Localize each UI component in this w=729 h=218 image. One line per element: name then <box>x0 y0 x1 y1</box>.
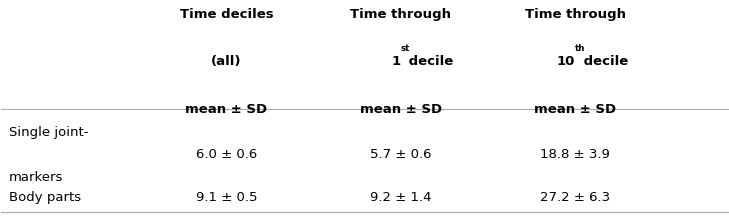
Text: 1: 1 <box>391 55 401 68</box>
Text: 9.2 ± 1.4: 9.2 ± 1.4 <box>370 191 432 204</box>
Text: Time deciles: Time deciles <box>180 8 273 21</box>
Text: st: st <box>401 44 410 53</box>
Text: decile: decile <box>405 55 453 68</box>
Text: markers: markers <box>9 171 63 184</box>
Text: th: th <box>575 44 585 53</box>
Text: decile: decile <box>579 55 628 68</box>
Text: mean ± SD: mean ± SD <box>359 102 442 116</box>
Text: mean ± SD: mean ± SD <box>185 102 268 116</box>
Text: Single joint-: Single joint- <box>9 126 88 139</box>
Text: Body parts: Body parts <box>9 191 81 204</box>
Text: 9.1 ± 0.5: 9.1 ± 0.5 <box>196 191 257 204</box>
Text: (all): (all) <box>211 55 242 68</box>
Text: mean ± SD: mean ± SD <box>534 102 616 116</box>
Text: 5.7 ± 0.6: 5.7 ± 0.6 <box>370 148 432 161</box>
Text: 18.8 ± 3.9: 18.8 ± 3.9 <box>540 148 610 161</box>
Text: 27.2 ± 6.3: 27.2 ± 6.3 <box>540 191 610 204</box>
Text: 6.0 ± 0.6: 6.0 ± 0.6 <box>196 148 257 161</box>
Text: 10: 10 <box>557 55 575 68</box>
Text: Time through: Time through <box>525 8 625 21</box>
Text: Time through: Time through <box>351 8 451 21</box>
